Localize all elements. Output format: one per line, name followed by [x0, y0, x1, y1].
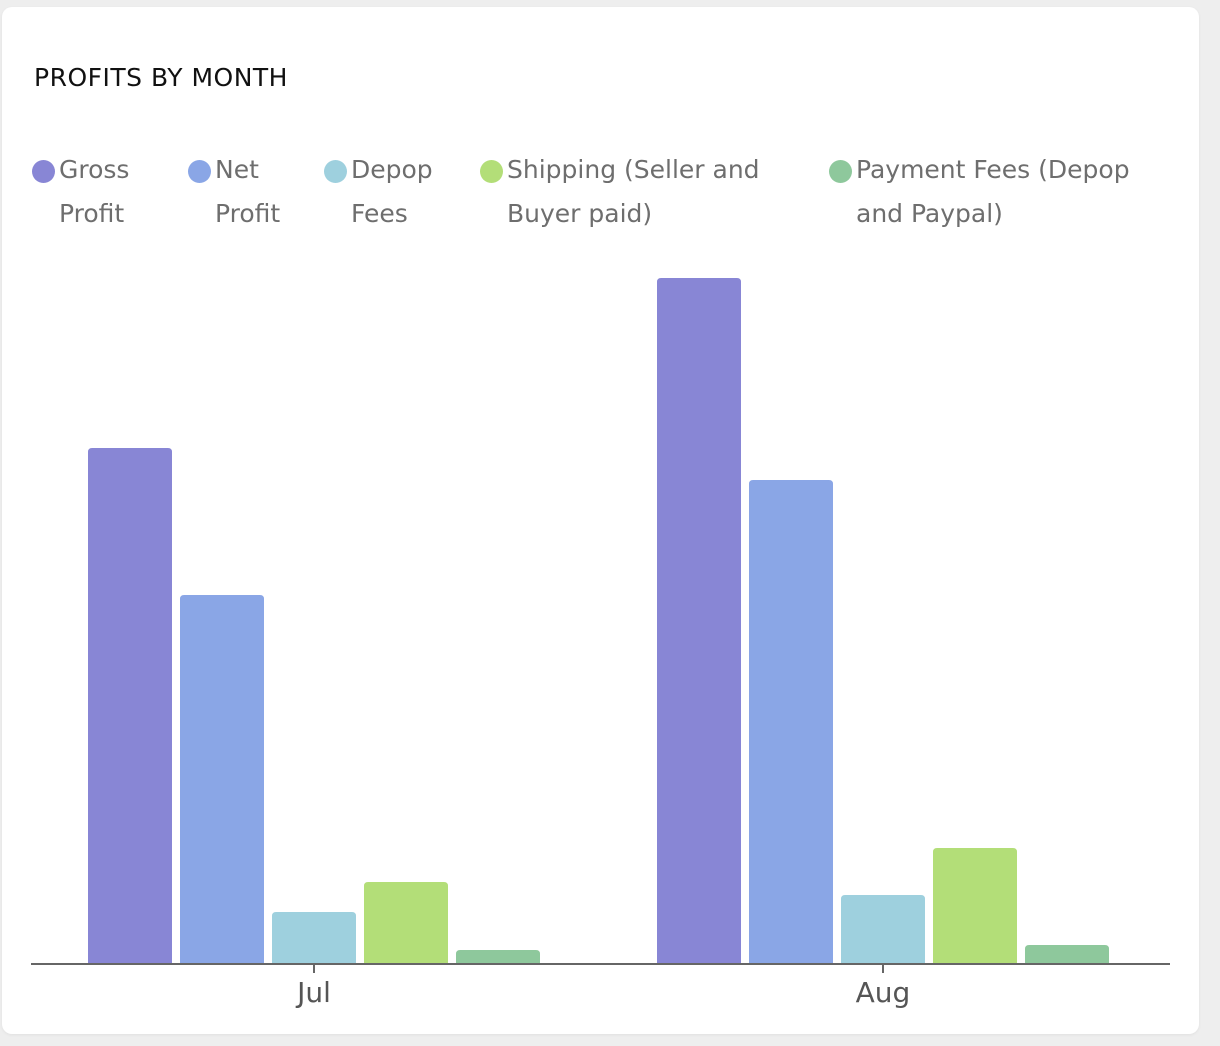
bar-aug-net-profit[interactable] [749, 480, 833, 964]
legend-swatch-net-profit [188, 160, 211, 183]
legend-label-payment-fees: Payment Fees (Depop and Paypal) [856, 155, 1130, 228]
bar-aug-payment-fees-depop-and-paypal[interactable] [1025, 945, 1109, 964]
legend-swatch-shipping [480, 160, 503, 183]
bar-aug-depop-fees[interactable] [841, 895, 925, 964]
chart-title: PROFITS BY MONTH [34, 63, 288, 92]
bar-jul-shipping-seller-and-buyer-paid[interactable] [364, 882, 448, 964]
chart-card: Jul Aug PROFITS BY MONTH Gross Profit Net… [2, 7, 1199, 1034]
legend-item-net-profit[interactable]: Net Profit [188, 155, 303, 236]
legend-label-gross-profit: Gross Profit [59, 155, 130, 228]
legend-label-depop-fees: Depop Fees [351, 155, 433, 228]
bar-jul-gross-profit[interactable] [88, 448, 172, 964]
bar-jul-depop-fees[interactable] [272, 912, 356, 964]
x-tick-label-aug: Aug [856, 976, 911, 1009]
legend-label-shipping: Shipping (Seller and Buyer paid) [507, 155, 760, 228]
bar-aug-shipping-seller-and-buyer-paid[interactable] [933, 848, 1017, 964]
legend-swatch-depop-fees [324, 160, 347, 183]
bar-chart: Jul Aug [31, 278, 1170, 1009]
legend-label-net-profit: Net Profit [215, 155, 281, 228]
bar-jul-net-profit[interactable] [180, 595, 264, 964]
legend-item-payment-fees[interactable]: Payment Fees (Depop and Paypal) [829, 155, 1169, 236]
x-tick-label-jul: Jul [295, 976, 331, 1009]
legend-item-shipping[interactable]: Shipping (Seller and Buyer paid) [480, 155, 790, 236]
legend-item-gross-profit[interactable]: Gross Profit [32, 155, 152, 236]
legend-swatch-payment-fees [829, 160, 852, 183]
legend-item-depop-fees[interactable]: Depop Fees [324, 155, 449, 236]
bar-jul-payment-fees-depop-and-paypal[interactable] [456, 950, 540, 964]
legend-swatch-gross-profit [32, 160, 55, 183]
bar-aug-gross-profit[interactable] [657, 278, 741, 964]
